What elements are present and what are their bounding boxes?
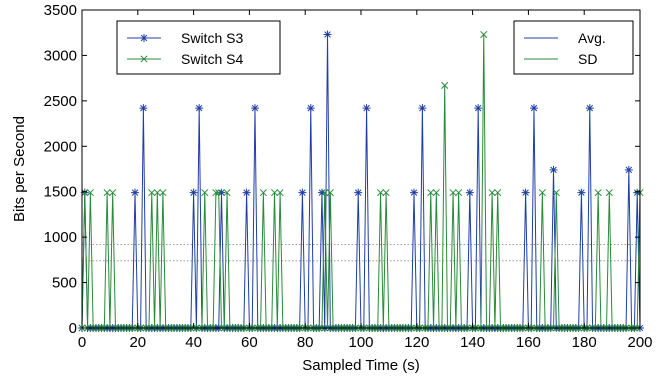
point-switch-s4 — [103, 189, 111, 197]
point-switch-s3 — [585, 104, 594, 113]
point-switch-s3 — [131, 188, 140, 197]
point-switch-s4 — [376, 189, 385, 197]
y-tick-label: 0 — [69, 320, 77, 337]
point-switch-s4 — [81, 189, 89, 197]
legend-marker — [140, 55, 148, 63]
y-tick-label: 500 — [52, 275, 77, 292]
y-tick-label: 2000 — [44, 138, 77, 155]
x-tick-label: 200 — [627, 334, 652, 351]
legend-marker — [140, 34, 148, 42]
x-tick-label: 80 — [297, 334, 314, 351]
y-tick-label: 3000 — [44, 47, 77, 64]
x-tick-label: 20 — [129, 334, 146, 351]
legend-box — [513, 20, 634, 75]
point-switch-s4 — [494, 189, 502, 197]
legend-entry-switch-s4: Switch S4 — [127, 51, 243, 67]
legend-series: Switch S3 Switch S4 — [116, 20, 281, 75]
point-switch-s3 — [354, 188, 363, 197]
x-tick-label: 160 — [516, 334, 541, 351]
point-switch-s3 — [418, 104, 427, 113]
point-switch-s4 — [153, 189, 161, 197]
legend-box — [116, 20, 281, 75]
point-switch-s4 — [480, 30, 488, 39]
point-switch-s4 — [86, 189, 94, 197]
legend-entry-avg-: Avg. — [524, 30, 606, 46]
x-axis-label: Sampled Time (s) — [302, 357, 420, 374]
x-tick-label: 120 — [404, 334, 429, 351]
point-switch-s4 — [109, 189, 117, 197]
y-tick-label: 2500 — [44, 93, 77, 110]
point-switch-s4 — [148, 189, 156, 197]
point-switch-s3 — [465, 188, 474, 197]
point-switch-s3 — [306, 104, 315, 113]
point-switch-s4 — [215, 189, 223, 197]
point-switch-s3 — [139, 104, 148, 113]
x-tick-label: 0 — [78, 334, 86, 351]
legend-stats: Avg. SD — [513, 20, 634, 75]
point-switch-s3 — [521, 188, 530, 197]
point-switch-s3 — [549, 165, 558, 174]
legend-label: Switch S4 — [181, 51, 243, 67]
point-switch-s4 — [276, 189, 284, 197]
point-switch-s3 — [529, 104, 538, 113]
point-switch-s4 — [326, 189, 334, 197]
point-switch-s3 — [189, 188, 198, 197]
legend-label: Avg. — [578, 30, 606, 46]
point-switch-s4 — [321, 189, 329, 197]
point-switch-s4 — [382, 189, 390, 197]
x-tick-label: 60 — [241, 334, 258, 351]
point-switch-s3 — [195, 104, 204, 113]
point-switch-s4 — [201, 189, 209, 197]
point-switch-s3 — [410, 188, 419, 197]
point-switch-s4 — [488, 189, 496, 197]
y-tick-label: 1000 — [44, 229, 77, 246]
point-switch-s4 — [432, 189, 440, 197]
point-switch-s3 — [323, 30, 332, 39]
point-switch-s4 — [212, 189, 220, 197]
point-switch-s4 — [427, 189, 435, 197]
point-switch-s4 — [594, 189, 602, 197]
y-tick-label: 1500 — [44, 184, 77, 201]
ticks: 0 20 40 60 80 100 120 140 160 180 2000500100015002… — [44, 2, 653, 351]
legend-entry-sd: SD — [524, 51, 597, 67]
point-switch-s3 — [242, 188, 251, 197]
point-switch-s4 — [270, 189, 279, 197]
point-switch-s4 — [159, 189, 167, 197]
point-switch-s3 — [474, 104, 483, 113]
legend-label: Switch S3 — [181, 30, 243, 46]
x-tick-label: 140 — [460, 334, 485, 351]
point-switch-s3 — [298, 188, 307, 197]
point-switch-s4 — [605, 189, 613, 197]
point-switch-s3 — [250, 104, 259, 113]
y-axis-label: Bits per Second — [11, 116, 28, 222]
x-tick-label: 100 — [348, 334, 373, 351]
point-switch-s3 — [624, 165, 633, 174]
point-switch-s4 — [455, 189, 463, 197]
point-switch-s4 — [449, 189, 457, 197]
point-switch-s4 — [538, 189, 546, 197]
point-switch-s4 — [223, 189, 231, 197]
x-tick-label: 40 — [185, 334, 202, 351]
point-switch-s4 — [441, 81, 449, 89]
point-switch-s3 — [362, 104, 371, 113]
point-switch-s4 — [259, 189, 267, 197]
legend-entry-switch-s3: Switch S3 — [127, 30, 243, 46]
point-switch-s4 — [552, 189, 560, 197]
y-tick-label: 3500 — [44, 2, 77, 19]
legend-label: SD — [578, 51, 597, 67]
x-tick-label: 180 — [572, 334, 597, 351]
point-switch-s3 — [577, 188, 586, 197]
